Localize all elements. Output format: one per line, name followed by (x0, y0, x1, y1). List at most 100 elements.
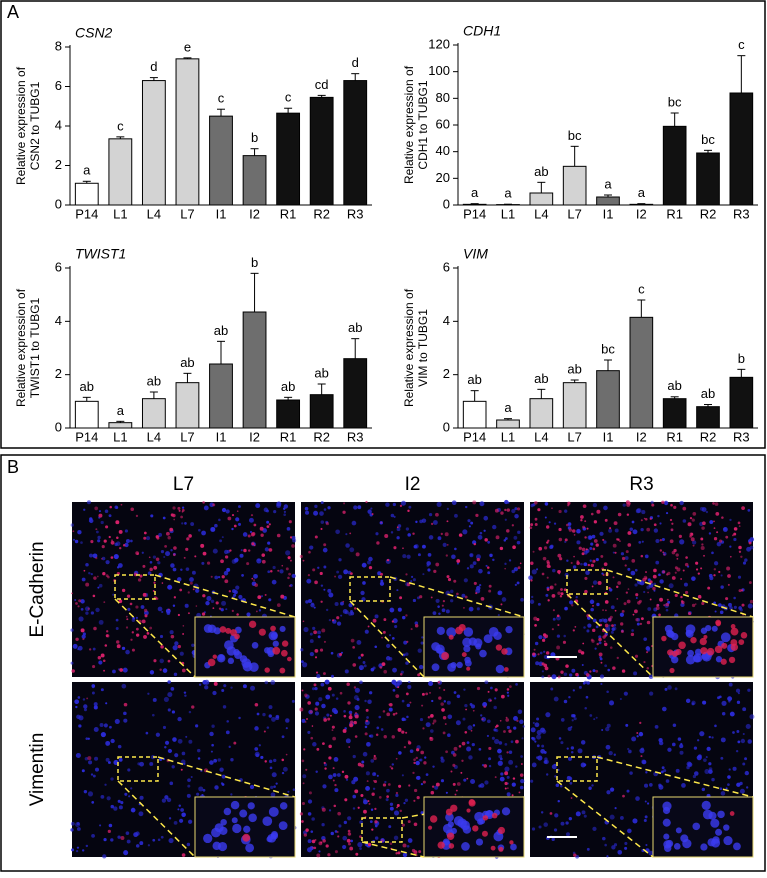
stain (739, 589, 742, 592)
nucleus (505, 537, 508, 540)
nucleus (630, 527, 634, 531)
nucleus (265, 547, 269, 551)
stain (115, 520, 119, 524)
x-tick-label: R3 (733, 206, 750, 221)
nucleus (328, 775, 333, 780)
nucleus (109, 726, 112, 729)
nucleus (663, 769, 666, 772)
nucleus (88, 572, 90, 574)
nucleus (273, 510, 276, 513)
stain (310, 710, 313, 713)
stain (596, 510, 600, 514)
nucleus (89, 517, 92, 520)
stain (700, 538, 703, 541)
bar (75, 401, 98, 428)
stain (174, 596, 176, 598)
nucleus (345, 533, 347, 535)
stain (649, 580, 652, 583)
stain (358, 807, 360, 809)
nucleus (721, 574, 723, 576)
nucleus (329, 809, 331, 811)
nucleus (517, 541, 521, 545)
nucleus (554, 813, 558, 817)
stain (574, 534, 576, 536)
nucleus (257, 713, 260, 716)
nucleus (606, 790, 610, 794)
nucleus (703, 758, 707, 762)
nucleus (76, 850, 78, 852)
nucleus (498, 755, 502, 759)
nucleus (644, 784, 648, 788)
stain (594, 520, 597, 523)
stain (143, 593, 147, 597)
stain (488, 747, 491, 750)
nucleus (585, 570, 590, 575)
nucleus (238, 523, 241, 526)
inset-nucleus (721, 632, 731, 642)
nucleus (196, 793, 199, 796)
nucleus (733, 597, 736, 600)
inset-stain (504, 667, 509, 672)
stain (320, 841, 322, 843)
stain (344, 798, 347, 801)
nucleus (593, 503, 597, 507)
nucleus (327, 589, 331, 593)
significance-letter: ab (567, 361, 581, 376)
nucleus (478, 569, 483, 574)
stain (105, 644, 108, 647)
stain (277, 570, 279, 572)
nucleus (683, 519, 687, 523)
stain (546, 651, 549, 654)
nucleus (405, 799, 408, 802)
stain (633, 614, 635, 616)
nucleus (402, 774, 404, 776)
inset-nucleus (437, 627, 445, 635)
stain (327, 718, 330, 721)
nucleus (374, 773, 376, 775)
nucleus (370, 820, 373, 823)
inset-nucleus (224, 808, 231, 815)
nucleus (349, 547, 354, 552)
nucleus (639, 732, 643, 736)
nucleus (198, 757, 201, 760)
nucleus (456, 720, 461, 725)
nucleus (250, 686, 255, 691)
stain (351, 639, 355, 643)
stain (77, 605, 79, 607)
nucleus (576, 596, 578, 598)
nucleus (545, 594, 548, 597)
nucleus (483, 530, 485, 532)
stain (605, 624, 609, 628)
stain (484, 538, 487, 541)
stain (500, 720, 502, 722)
stain (182, 633, 184, 635)
stain (546, 541, 548, 543)
stain (289, 520, 292, 523)
nucleus (545, 516, 547, 518)
nucleus (568, 696, 570, 698)
stain (614, 521, 618, 525)
nucleus (334, 757, 339, 762)
nucleus (407, 685, 411, 689)
stain (673, 549, 676, 552)
stain (608, 618, 611, 621)
nucleus (243, 532, 248, 537)
stain (622, 610, 625, 613)
nucleus (593, 718, 595, 720)
nucleus (336, 697, 339, 700)
significance-letter: ab (701, 386, 715, 401)
inset-stain (498, 847, 503, 852)
stain (462, 742, 466, 746)
nucleus (641, 759, 646, 764)
nucleus (490, 687, 493, 690)
nucleus (125, 650, 130, 655)
inset-stain (700, 647, 707, 654)
stain (645, 571, 647, 573)
nucleus (178, 805, 180, 807)
nucleus (120, 801, 123, 804)
stain (196, 605, 198, 607)
stain (495, 509, 499, 513)
nucleus (370, 759, 374, 763)
stain (126, 618, 128, 620)
stain (136, 633, 139, 636)
